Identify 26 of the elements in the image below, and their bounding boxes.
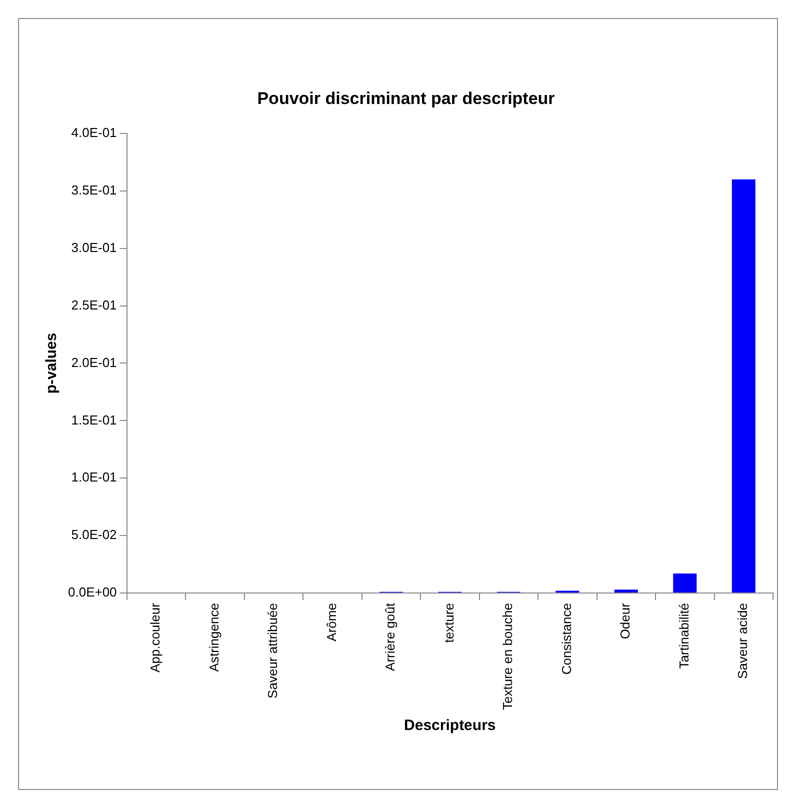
bar [673, 574, 697, 593]
x-tick-label: texture [441, 603, 456, 643]
bar [614, 590, 638, 593]
bar [732, 179, 756, 593]
y-tick-label: 0.0E+00 [68, 584, 117, 600]
y-tick-label: 2.0E-01 [71, 354, 117, 370]
x-tick-label: Saveur attribuée [265, 603, 280, 698]
x-tick-label: Saveur acide [735, 603, 750, 679]
x-tick-label: Arôme [324, 603, 339, 642]
x-tick-label: Odeur [618, 602, 633, 640]
y-axis-title: p-values [43, 332, 60, 394]
x-tick-label: App.couleur [148, 602, 163, 672]
y-tick-label: 3.5E-01 [71, 182, 117, 198]
y-tick-label: 5.0E-02 [71, 527, 117, 542]
chart-title: Pouvoir discriminant par descripteur [257, 88, 556, 108]
x-tick-label: Consistance [558, 603, 574, 675]
y-tick-label: 4.0E-01 [71, 124, 117, 140]
x-tick-label: Texture en bouche [500, 603, 516, 710]
x-tick-label: Tartinabilité [676, 603, 692, 669]
x-axis-title: Descripteurs [404, 717, 496, 734]
x-tick-label: Arrière goût [382, 602, 398, 671]
y-tick-label: 1.0E-01 [71, 470, 117, 485]
y-tick-label: 3.0E-01 [71, 240, 117, 255]
y-tick-label: 2.5E-01 [71, 297, 117, 312]
x-tick-label: Astringence [206, 603, 222, 672]
y-tick-label: 1.5E-01 [71, 412, 117, 428]
